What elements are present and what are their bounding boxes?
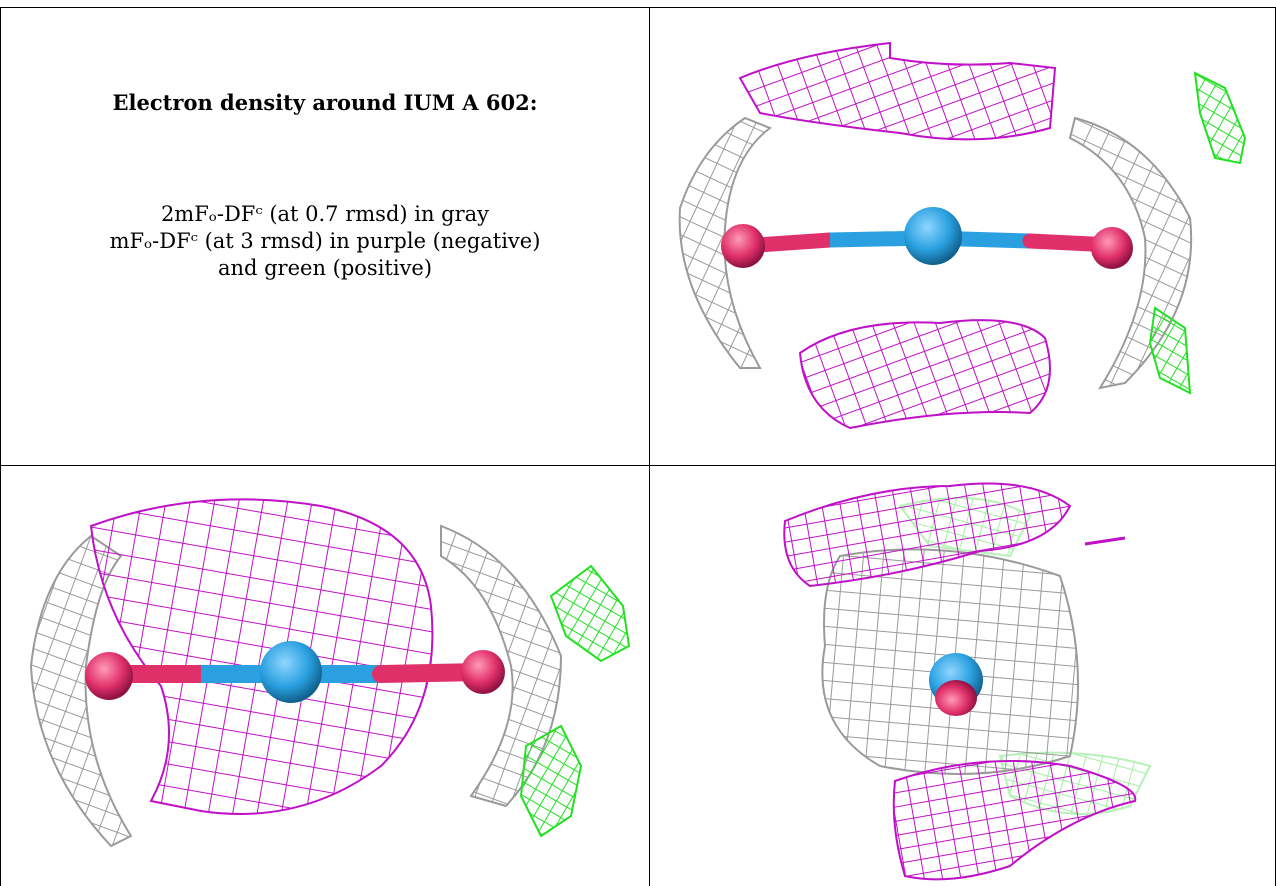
table-border-left [0,7,1,886]
density-view-bottom-right [650,466,1275,886]
description-line-purple: mFₒ-DFᶜ (at 3 rmsd) in purple (negative) [109,229,541,253]
table-border-row [0,465,1276,466]
description-line-gray: 2mFₒ-DFᶜ (at 0.7 rmsd) in gray [160,202,490,226]
caption-cell: Electron density around IUM A 602: 2mFₒ-… [20,90,630,282]
figure-title: Electron density around IUM A 602: [112,90,538,115]
description-line-green: and green (positive) [217,256,433,280]
table-border-middle [649,7,650,886]
table-border-top [0,7,1276,8]
density-view-top-right [650,8,1275,465]
density-image-2 [29,498,631,848]
density-image-1 [678,41,1247,430]
density-image-3 [783,482,1152,881]
density-view-bottom-left [1,466,649,886]
figure-description: 2mFₒ-DFᶜ (at 0.7 rmsd) in gray mFₒ-DFᶜ (… [20,201,630,282]
